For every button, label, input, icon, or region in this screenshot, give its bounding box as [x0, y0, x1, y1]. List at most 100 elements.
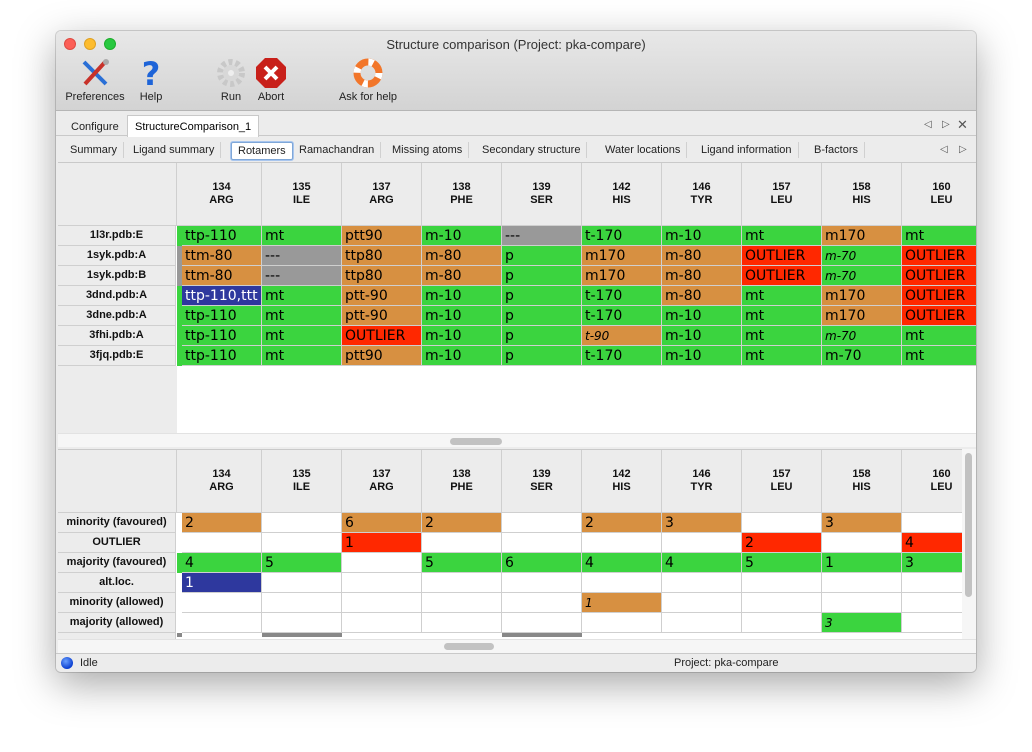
- column-header[interactable]: 139 SER: [502, 163, 582, 226]
- column-header[interactable]: 142 HIS: [582, 163, 662, 226]
- table-cell[interactable]: t-170: [582, 346, 662, 366]
- table-cell[interactable]: ---: [262, 266, 342, 286]
- bottom-horizontal-scrollbar[interactable]: [58, 639, 976, 653]
- subtab-summary[interactable]: Summary: [64, 142, 125, 158]
- table-cell[interactable]: m-10: [662, 226, 742, 246]
- abort-button[interactable]: Abort: [252, 57, 290, 103]
- table-cell[interactable]: 2: [582, 513, 662, 533]
- row-header[interactable]: minority (allowed): [58, 593, 176, 613]
- column-header[interactable]: 160 LEU: [902, 163, 976, 226]
- table-cell[interactable]: [422, 613, 502, 633]
- table-cell[interactable]: m-10: [662, 306, 742, 326]
- column-header[interactable]: 134 ARG: [182, 163, 262, 226]
- column-header[interactable]: 146 TYR: [662, 163, 742, 226]
- table-cell[interactable]: [662, 613, 742, 633]
- ask-for-help-button[interactable]: Ask for help: [332, 57, 404, 103]
- table-cell[interactable]: m170: [822, 226, 902, 246]
- table-cell[interactable]: m-10: [422, 286, 502, 306]
- table-cell[interactable]: m-70: [822, 326, 902, 346]
- bottom-vertical-scrollbar[interactable]: [962, 449, 976, 639]
- table-cell[interactable]: ttp-110: [182, 346, 262, 366]
- table-cell[interactable]: [422, 533, 502, 553]
- tab-structure-comparison[interactable]: StructureComparison_1: [127, 115, 260, 137]
- table-cell[interactable]: p: [502, 346, 582, 366]
- subtab-scroll-left-icon[interactable]: ◁: [940, 144, 948, 155]
- table-cell[interactable]: m170: [582, 266, 662, 286]
- row-header[interactable]: OUTLIER: [58, 533, 176, 553]
- table-cell[interactable]: [422, 593, 502, 613]
- table-cell[interactable]: 1: [582, 593, 662, 613]
- column-header[interactable]: 142 HIS: [582, 450, 662, 513]
- table-cell[interactable]: mt: [902, 226, 976, 246]
- column-header[interactable]: 146 TYR: [662, 450, 742, 513]
- table-cell[interactable]: [822, 533, 902, 553]
- table-cell[interactable]: m-70: [822, 266, 902, 286]
- table-cell[interactable]: 5: [262, 553, 342, 573]
- column-header[interactable]: 135 ILE: [262, 450, 342, 513]
- table-cell[interactable]: [662, 573, 742, 593]
- table-cell[interactable]: OUTLIER: [742, 266, 822, 286]
- table-cell[interactable]: p: [502, 326, 582, 346]
- table-cell[interactable]: OUTLIER: [342, 326, 422, 346]
- column-header[interactable]: 138 PHE: [422, 450, 502, 513]
- table-cell[interactable]: [262, 573, 342, 593]
- table-cell[interactable]: m-10: [422, 326, 502, 346]
- close-tab-icon[interactable]: ✕: [957, 117, 968, 132]
- subtab-scroll-right-icon[interactable]: ▷: [959, 144, 967, 155]
- table-cell[interactable]: p: [502, 306, 582, 326]
- table-cell[interactable]: mt: [262, 306, 342, 326]
- subtab-water-locations[interactable]: Water locations: [599, 142, 688, 158]
- table-cell[interactable]: [742, 613, 822, 633]
- table-cell[interactable]: [182, 533, 262, 553]
- table-cell[interactable]: OUTLIER: [902, 286, 976, 306]
- table-cell[interactable]: [902, 573, 962, 593]
- row-header[interactable]: 3fhi.pdb:A: [58, 326, 176, 346]
- table-cell[interactable]: ttm-80: [182, 246, 262, 266]
- table-cell[interactable]: ttp-110,ttt: [182, 286, 262, 306]
- table-cell[interactable]: [502, 613, 582, 633]
- table-cell[interactable]: [182, 593, 262, 613]
- table-cell[interactable]: 1: [182, 573, 262, 593]
- table-cell[interactable]: [582, 613, 662, 633]
- table-cell[interactable]: m-80: [662, 286, 742, 306]
- subtab-ligand-information[interactable]: Ligand information: [695, 142, 799, 158]
- preferences-button[interactable]: Preferences: [62, 57, 128, 103]
- table-cell[interactable]: m170: [582, 246, 662, 266]
- table-cell[interactable]: m170: [822, 286, 902, 306]
- table-cell[interactable]: 1: [822, 553, 902, 573]
- table-cell[interactable]: 6: [502, 553, 582, 573]
- table-cell[interactable]: 4: [662, 553, 742, 573]
- run-button[interactable]: Run: [214, 57, 248, 103]
- table-cell[interactable]: 5: [422, 553, 502, 573]
- table-cell[interactable]: OUTLIER: [742, 246, 822, 266]
- table-cell[interactable]: ---: [502, 226, 582, 246]
- table-cell[interactable]: t-170: [582, 306, 662, 326]
- table-cell[interactable]: ttp80: [342, 246, 422, 266]
- column-header[interactable]: 160 LEU: [902, 450, 962, 513]
- table-cell[interactable]: t-170: [582, 226, 662, 246]
- table-cell[interactable]: OUTLIER: [902, 246, 976, 266]
- table-cell[interactable]: [662, 533, 742, 553]
- minimize-window-button[interactable]: [84, 38, 96, 50]
- table-cell[interactable]: m-10: [422, 306, 502, 326]
- table-cell[interactable]: [662, 593, 742, 613]
- table-cell[interactable]: 3: [822, 613, 902, 633]
- table-cell[interactable]: mt: [742, 326, 822, 346]
- table-cell[interactable]: [262, 593, 342, 613]
- row-header[interactable]: minority (favoured): [58, 513, 176, 533]
- table-cell[interactable]: ttm-80: [182, 266, 262, 286]
- table-cell[interactable]: t-90: [582, 326, 662, 346]
- table-cell[interactable]: 6: [342, 513, 422, 533]
- table-cell[interactable]: [342, 553, 422, 573]
- table-cell[interactable]: m-80: [422, 246, 502, 266]
- table-cell[interactable]: m-80: [422, 266, 502, 286]
- table-cell[interactable]: ptt-90: [342, 306, 422, 326]
- column-header[interactable]: 158 HIS: [822, 450, 902, 513]
- table-cell[interactable]: [502, 573, 582, 593]
- table-cell[interactable]: 3: [662, 513, 742, 533]
- table-cell[interactable]: p: [502, 246, 582, 266]
- table-cell[interactable]: ttp-110: [182, 226, 262, 246]
- table-cell[interactable]: mt: [262, 226, 342, 246]
- row-header[interactable]: 1syk.pdb:A: [58, 246, 176, 266]
- table-cell[interactable]: OUTLIER: [902, 266, 976, 286]
